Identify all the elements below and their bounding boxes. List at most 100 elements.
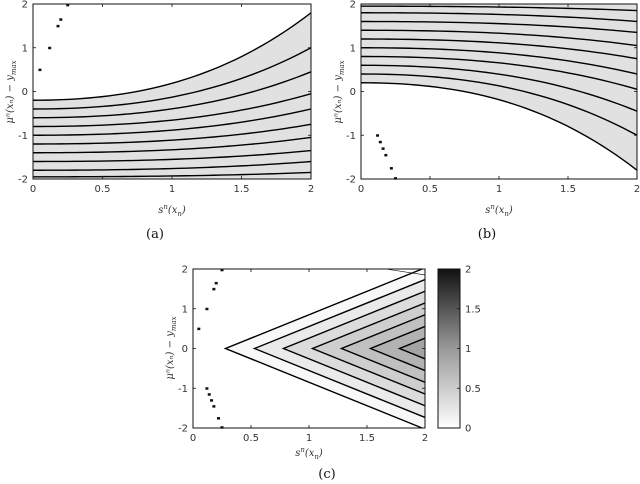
data-point — [217, 417, 221, 420]
data-point — [376, 134, 380, 137]
y-tick-label: 2 — [350, 0, 356, 11]
x-tick-label: 1.5 — [560, 184, 576, 195]
data-point — [38, 68, 42, 72]
contour-line — [310, 302, 426, 395]
y-tick-label: -1 — [18, 131, 28, 142]
y-tick-label: -1 — [346, 131, 356, 142]
y-axis-label-c: μⁿ(xₙ) − ymax — [165, 316, 178, 379]
contour-line — [32, 12, 312, 101]
contour-line — [32, 171, 312, 178]
x-tick-label: 1.5 — [234, 184, 250, 195]
data-point — [220, 426, 224, 429]
y-axis-label-b: μⁿ(xₙ) − ymax — [333, 60, 346, 123]
data-point — [214, 281, 218, 285]
x-tick-label: 2 — [634, 184, 640, 195]
colorbar-tick-label: 0 — [465, 424, 471, 435]
x-tick-label: 1.5 — [359, 433, 375, 444]
axes-c: 0 0.5 1 1.5 2 -2 -1 0 1 2 — [178, 265, 428, 445]
contour-line — [281, 290, 426, 407]
colorbar-tick-label: 1.5 — [465, 304, 480, 315]
contour-line — [360, 29, 638, 47]
data-point — [378, 140, 382, 144]
plot-area-a — [32, 3, 312, 179]
x-tick-label: 2 — [308, 184, 314, 195]
y-tick-label: 2 — [182, 265, 188, 276]
data-point — [210, 399, 214, 402]
data-point — [66, 3, 70, 7]
colorbar-tick-label: 1 — [465, 344, 471, 355]
chart-panel-c: 0 0.5 1 1.5 2 -2 -1 0 1 2 2 1.5 1 0.5 0 sn(xn) μⁿ(xₙ)… — [165, 265, 480, 483]
contour-line — [32, 136, 312, 154]
x-tick-label: 1 — [169, 184, 175, 195]
y-tick-label: 2 — [22, 0, 28, 11]
contour-line — [360, 47, 638, 75]
x-tick-label: 0 — [30, 184, 36, 195]
data-point — [48, 46, 52, 50]
data-point — [212, 405, 216, 408]
data-point — [205, 387, 209, 390]
y-tick-label: -2 — [178, 424, 188, 435]
x-axis-label-a: sn(xn) — [158, 203, 186, 218]
contour-line — [32, 123, 312, 145]
caption-a: (a) — [146, 227, 164, 242]
x-tick-label: 0 — [190, 433, 196, 444]
x-tick-label: 0.5 — [422, 184, 438, 195]
data-point — [59, 18, 63, 21]
data-point — [207, 393, 211, 396]
data-point — [205, 307, 209, 311]
caption-b: (b) — [478, 227, 496, 242]
y-tick-label: -2 — [18, 175, 28, 186]
contour-line — [32, 71, 312, 119]
data-point — [394, 177, 397, 180]
caption-c: (c) — [318, 467, 335, 482]
data-point — [212, 287, 216, 291]
axes-a: 0 0.5 1 1.5 2 -2 -1 0 1 2 — [18, 0, 314, 195]
y-tick-label: 1 — [350, 43, 356, 54]
axes-b: 0 0.5 1 1.5 2 -2 -1 0 1 2 — [346, 0, 640, 195]
data-point — [220, 268, 224, 272]
x-tick-label: 1 — [496, 184, 502, 195]
contour-line — [32, 160, 312, 171]
colorbar-ticks: 2 1.5 1 0.5 0 — [457, 265, 480, 435]
x-tick-label: 1 — [306, 433, 312, 444]
y-tick-label: -1 — [178, 384, 188, 395]
contour-line — [360, 73, 638, 136]
chart-panel-b: 0 0.5 1 1.5 2 -2 -1 0 1 2 sn(xn) μⁿ(xₙ) − ymax (b… — [333, 0, 640, 242]
colorbar-tick-label: 0.5 — [465, 384, 480, 395]
contour-line — [252, 278, 426, 419]
contour-line — [32, 149, 312, 163]
y-tick-label: 0 — [22, 87, 28, 98]
data-point — [381, 147, 385, 150]
contour-line — [360, 64, 638, 112]
contour-line — [360, 82, 638, 171]
x-tick-label: 0.5 — [95, 184, 111, 195]
contour-line — [360, 20, 638, 34]
contour-line — [360, 55, 638, 90]
colorbar-tick-label: 2 — [465, 265, 471, 276]
x-tick-label: 0 — [358, 184, 364, 195]
chart-panel-a: 0 0.5 1 1.5 2 -2 -1 0 1 2 sn(xn) μⁿ(xₙ) − ymax (a… — [5, 0, 314, 242]
x-axis-label-b: sn(xn) — [485, 203, 513, 218]
x-tick-label: 0.5 — [243, 433, 259, 444]
data-point — [389, 167, 393, 170]
contour-line — [360, 38, 638, 60]
y-tick-label: 0 — [182, 344, 188, 355]
contour-line — [397, 337, 426, 360]
plot-area-b — [360, 4, 638, 180]
y-axis-label-a: μⁿ(xₙ) − ymax — [5, 60, 18, 123]
contour-line — [368, 325, 426, 372]
y-tick-label: 1 — [182, 304, 188, 315]
contour-line — [360, 5, 638, 12]
y-tick-label: 0 — [350, 87, 356, 98]
contour-line — [32, 47, 312, 110]
x-axis-label-c: sn(xn) — [295, 446, 323, 461]
data-point — [384, 153, 388, 157]
plot-area-c — [193, 268, 426, 429]
data-point — [56, 24, 60, 28]
contour-line — [223, 268, 423, 429]
contour-line — [360, 12, 638, 23]
data-point — [197, 327, 201, 331]
y-tick-label: 1 — [22, 43, 28, 54]
colorbar — [437, 268, 461, 429]
x-tick-label: 2 — [422, 433, 428, 444]
